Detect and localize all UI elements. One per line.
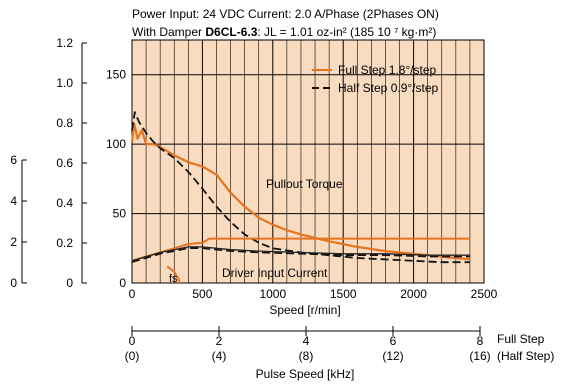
half-step-axis-label: (Half Step) — [497, 349, 554, 363]
pulse-full-tick-6: 6 — [390, 334, 397, 348]
plot-area — [132, 40, 484, 283]
header-line1: Power Input: 24 VDC Current: 2.0 A/Phase… — [132, 7, 439, 21]
far-axis-tick-2: 2 — [10, 235, 17, 249]
curves — [130, 111, 471, 284]
speed-tick-1000: 1000 — [259, 287, 286, 301]
legend-full-step: Full Step 1.8°/step — [338, 63, 437, 77]
pulse-full-tick-0: 0 — [129, 334, 136, 348]
inner-y-tick-50: 50 — [113, 207, 127, 221]
current-axis-tick-0.4: 0.4 — [56, 196, 73, 210]
header-line2-rest: : JL = 1.01 oz-in² (185 10 ⁷ kg·m²) — [257, 25, 436, 39]
x-axis-title: Speed [r/min] — [269, 303, 340, 317]
far-axis-tick-4: 4 — [10, 194, 17, 208]
pulse-axis: 0 2 4 6 8 (0) (4) (8) (12) (16) — [125, 326, 491, 363]
series-fs-4 — [166, 265, 181, 284]
current-axis-tick-0.2: 0.2 — [56, 236, 73, 250]
speed-axis: 0 500 1000 1500 2000 2500 — [129, 287, 498, 301]
header-line2: With Damper D6CL-6.3: JL = 1.01 oz-in² (… — [132, 25, 436, 39]
current-axis-tick-0.6: 0.6 — [56, 156, 73, 170]
series-current-half-dashed — [131, 247, 470, 263]
inner-y-tick-100: 100 — [106, 137, 126, 151]
pulse-half-tick-1: (4) — [212, 349, 227, 363]
legend: Full Step 1.8°/step Half Step 0.9°/step — [312, 63, 439, 95]
series-current_half-3 — [131, 246, 470, 262]
inner-y-axis: 0 50 100 150 — [106, 68, 126, 290]
pulse-half-tick-4: (16) — [469, 349, 490, 363]
pulse-full-tick-8: 8 — [477, 334, 484, 348]
far-axis-tick-6: 6 — [10, 153, 17, 167]
pulse-half-tick-0: (0) — [125, 349, 140, 363]
current-axis-tick-0: 0 — [66, 276, 73, 290]
current-axis: 0 0.2 0.4 0.6 0.8 1.0 1.2 — [56, 36, 87, 290]
pulse-full-tick-2: 2 — [216, 334, 223, 348]
speed-tick-0: 0 — [129, 287, 136, 301]
far-axis-tick-0: 0 — [10, 276, 17, 290]
header-model: D6CL-6.3 — [205, 25, 257, 39]
plot-frame — [131, 39, 485, 284]
pulse-half-tick-2: (8) — [299, 349, 314, 363]
pulse-axis-title: Pulse Speed [kHz] — [256, 367, 355, 381]
speed-tick-500: 500 — [192, 287, 212, 301]
current-axis-tick-0.8: 0.8 — [56, 116, 73, 130]
grid — [132, 40, 484, 283]
header-line2-prefix: With Damper — [132, 25, 205, 39]
series-torque-1 — [131, 111, 470, 264]
current-axis-tick-1.2: 1.2 — [56, 36, 73, 50]
legend-half-step: Half Step 0.9°/step — [338, 81, 439, 95]
pulse-half-tick-3: (12) — [382, 349, 403, 363]
fs-label: fs — [169, 273, 178, 285]
pulse-full-tick-4: 4 — [303, 334, 310, 348]
series-torque-0 — [130, 122, 471, 261]
inner-y-tick-150: 150 — [106, 68, 126, 82]
far-left-axis: 0 2 4 6 — [10, 153, 27, 290]
pullout-torque-label: Pullout Torque — [266, 177, 343, 191]
speed-tick-1500: 1500 — [330, 287, 357, 301]
speed-tick-2000: 2000 — [400, 287, 427, 301]
current-axis-tick-1.0: 1.0 — [56, 76, 73, 90]
driver-input-current-label: Driver Input Current — [222, 266, 328, 280]
inner-y-tick-0: 0 — [119, 276, 126, 290]
full-step-axis-label: Full Step — [497, 332, 545, 346]
speed-tick-2500: 2500 — [471, 287, 498, 301]
